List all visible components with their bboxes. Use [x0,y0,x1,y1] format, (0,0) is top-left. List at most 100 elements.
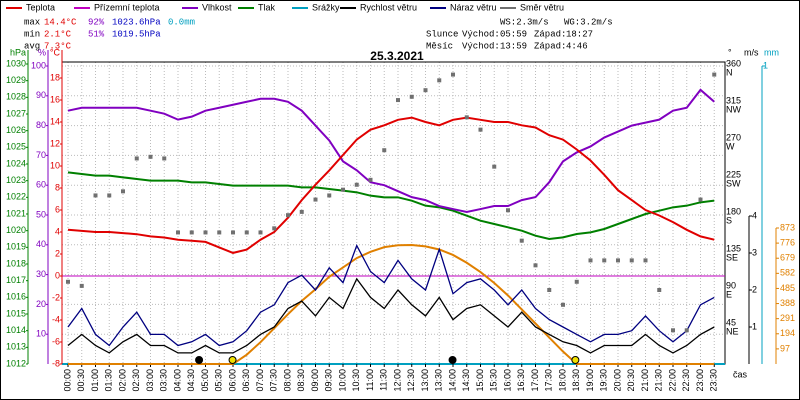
stat-value: 0.0mm [168,17,195,27]
astro-set-label: Západ: [534,29,566,39]
series-line [67,88,715,214]
stat-label: max [24,17,40,27]
stat-value: 1023.6hPa [112,17,161,27]
y-tick-label: 1023 [6,175,26,185]
wind-direction-point [464,115,469,120]
wind-direction-point [698,197,703,202]
y-tick-label: 1 [763,60,768,70]
y-tick-label: 291 [780,313,795,323]
y-tick-label: 80 [36,120,46,130]
wind-stat: WG:3.2m/s [564,17,613,27]
y-tick-label: 679 [780,253,795,263]
wind-direction-point [327,193,332,198]
y-tick-label: 1018 [6,258,26,268]
wind-direction-point [272,226,277,231]
wind-direction-point [533,263,538,268]
y-tick-label: 70 [36,150,46,160]
y-tick-label: 194 [780,328,795,338]
wind-direction-point [354,182,359,187]
y-tick-label: 10 [50,160,60,170]
x-tick-label: 22:30 [681,369,691,392]
wind-direction-point [409,94,414,99]
axis-unit: ° [728,47,732,57]
x-tick-label: 10:30 [351,369,361,392]
wind-direction-point [602,258,607,263]
wind-direction-point [492,164,497,169]
y-tick-label: -6 [52,336,60,346]
y-tick-label: 1012 [6,358,26,368]
y-tick-label: 873 [780,222,795,232]
compass-label: NE [726,326,739,336]
x-tick-label: 16:00 [502,369,512,392]
wind-direction-point [176,230,180,235]
compass-label: E [726,289,732,299]
y-tick-label: 16 [50,94,60,104]
wind-direction-point [574,279,579,284]
y-tick-label: 97 [780,343,790,353]
wind-direction-point [121,189,125,194]
x-tick-label: 07:30 [269,369,279,392]
x-tick-label: 01:00 [90,369,100,392]
axis-unit: % [38,47,46,57]
y-tick-label: 1026 [6,125,26,135]
wind-direction-point [712,72,717,77]
astro-set: 4:46 [566,41,588,51]
legend-label: Rychlost větru [360,2,417,12]
x-tick-label: 11:30 [379,369,389,391]
x-tick-label: 12:30 [406,369,416,392]
wind-direction-point [189,230,194,235]
x-tick-label: 08:00 [282,369,292,392]
astro-label: Měsíc [426,41,453,51]
x-tick-label: 17:00 [530,369,540,392]
x-tick-label: 02:00 [117,369,127,392]
x-tick-label: 01:30 [104,369,114,392]
x-tick-label: 03:00 [145,369,155,392]
series-line [67,116,715,254]
y-tick-label: 1017 [6,275,26,285]
stat-value: 1019.5hPa [112,29,161,39]
wind-direction-point [684,328,689,333]
y-tick-label: 1024 [6,158,26,168]
y-tick-label: 1 [752,321,757,331]
y-tick-label: 388 [780,298,795,308]
x-tick-label: 22:00 [667,369,677,392]
compass-label: W [726,141,735,151]
x-tick-label: 20:30 [626,369,636,392]
moon-marker [448,356,457,364]
y-tick-label: -8 [52,358,60,368]
y-tick-label: 40 [36,239,46,249]
x-tick-label: 20:00 [612,369,622,392]
astro-label: Slunce [426,29,458,39]
wind-direction-point [244,230,249,235]
y-tick-label: 50 [36,209,46,219]
x-tick-label: 21:00 [640,369,650,392]
x-tick-label: 04:30 [186,369,196,392]
y-tick-label: 1015 [6,308,26,318]
y-tick-label: 0 [55,270,60,280]
sun-marker [571,356,580,364]
wind-direction-point [313,197,318,202]
stat-value: 51% [88,29,105,39]
x-tick-label: 00:00 [62,369,72,392]
y-tick-label: 1021 [6,208,26,218]
y-tick-label: 270 [726,132,741,142]
x-tick-label: 19:30 [599,369,609,392]
x-tick-label: 14:30 [461,369,471,392]
x-tick-label: 10:00 [337,369,347,392]
stat-value: 92% [88,17,105,27]
y-tick-label: 360 [726,58,741,68]
y-tick-label: 180 [726,206,741,216]
x-tick-label: 16:30 [516,369,526,392]
wind-direction-point [451,72,455,77]
axis-unit: mm [764,47,779,57]
x-axis-label: čas [733,369,748,379]
wind-direction-point [299,209,304,214]
wind-direction-point [93,193,98,198]
x-tick-label: 13:30 [434,369,444,392]
wind-direction-point [561,302,565,307]
moon-marker [195,356,204,364]
y-tick-label: 315 [726,95,741,105]
astro-rise-label: Východ: [462,41,500,51]
wind-direction-point [629,258,634,263]
